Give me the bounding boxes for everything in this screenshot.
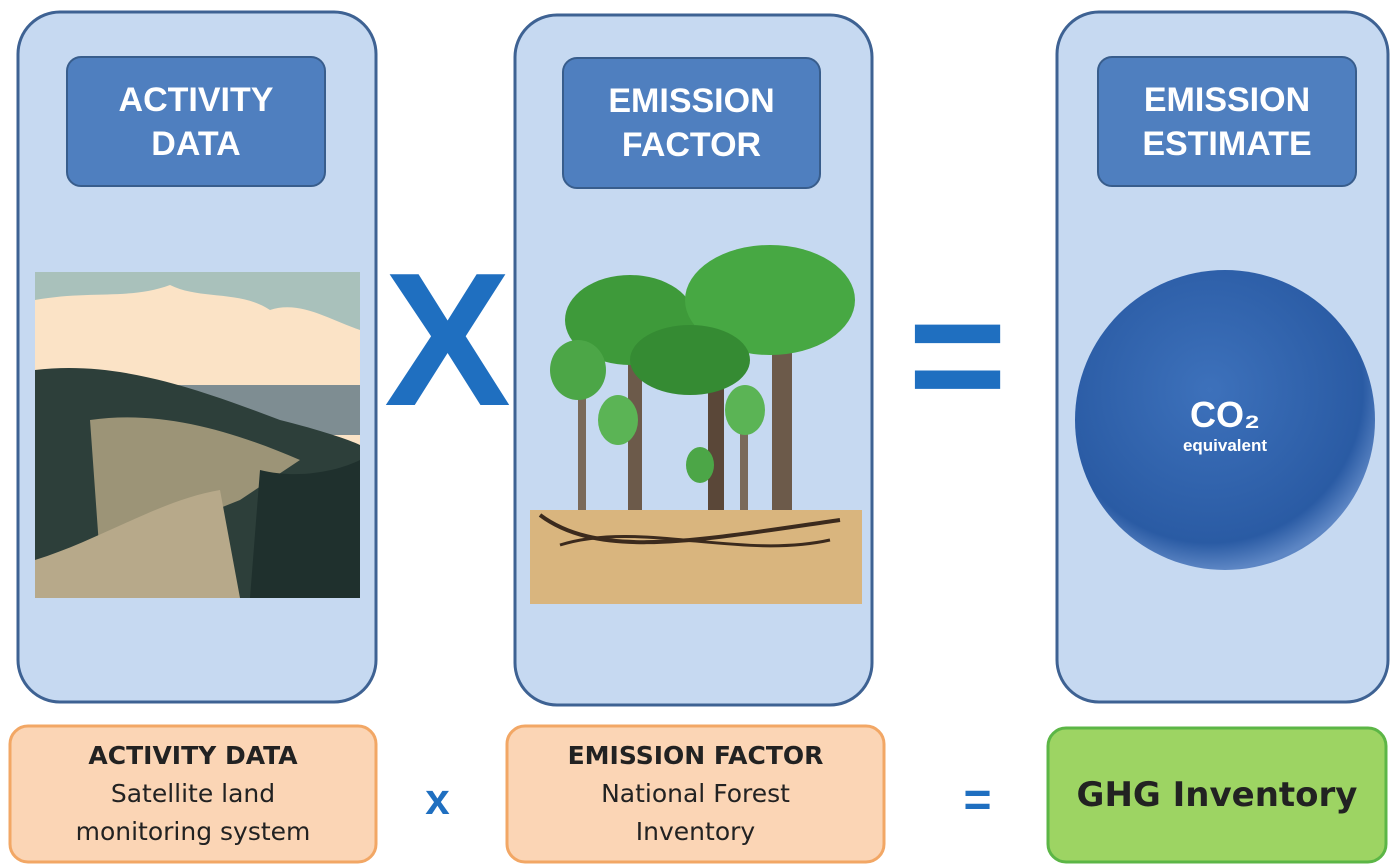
box-line: monitoring system (76, 813, 311, 851)
title: EMISSION FACTOR (563, 58, 820, 188)
operator: x (400, 760, 475, 840)
formula: CO₂ (1190, 394, 1260, 436)
title: ACTIVITY DATA (67, 57, 325, 186)
circle-label: CO₂ equivalent (1125, 380, 1325, 470)
operator: = (940, 760, 1015, 840)
caption: equivalent (1183, 436, 1267, 456)
operator: X (385, 240, 510, 440)
title-line: EMISSION (1144, 78, 1310, 122)
box-title: ACTIVITY DATA (88, 737, 297, 775)
box-line: National Forest (601, 775, 790, 813)
title-line: DATA (151, 122, 240, 166)
bottom-text: ACTIVITY DATA Satellite land monitoring … (10, 726, 376, 862)
title-line: ACTIVITY (119, 78, 274, 122)
box-title: GHG Inventory (1048, 728, 1386, 862)
operator: = (895, 255, 1020, 455)
box-title: EMISSION FACTOR (568, 737, 824, 775)
title-line: EMISSION (608, 79, 774, 123)
title-line: FACTOR (622, 123, 761, 167)
title-line: ESTIMATE (1142, 122, 1311, 166)
bottom-text: EMISSION FACTOR National Forest Inventor… (507, 726, 884, 862)
title: EMISSION ESTIMATE (1098, 57, 1356, 186)
box-line: Satellite land (111, 775, 275, 813)
diagram: ACTIVITY DATA EMISSION FACTOR EMISSION E… (0, 0, 1390, 866)
landscape-illustration (35, 272, 360, 598)
box-line: Inventory (636, 813, 755, 851)
